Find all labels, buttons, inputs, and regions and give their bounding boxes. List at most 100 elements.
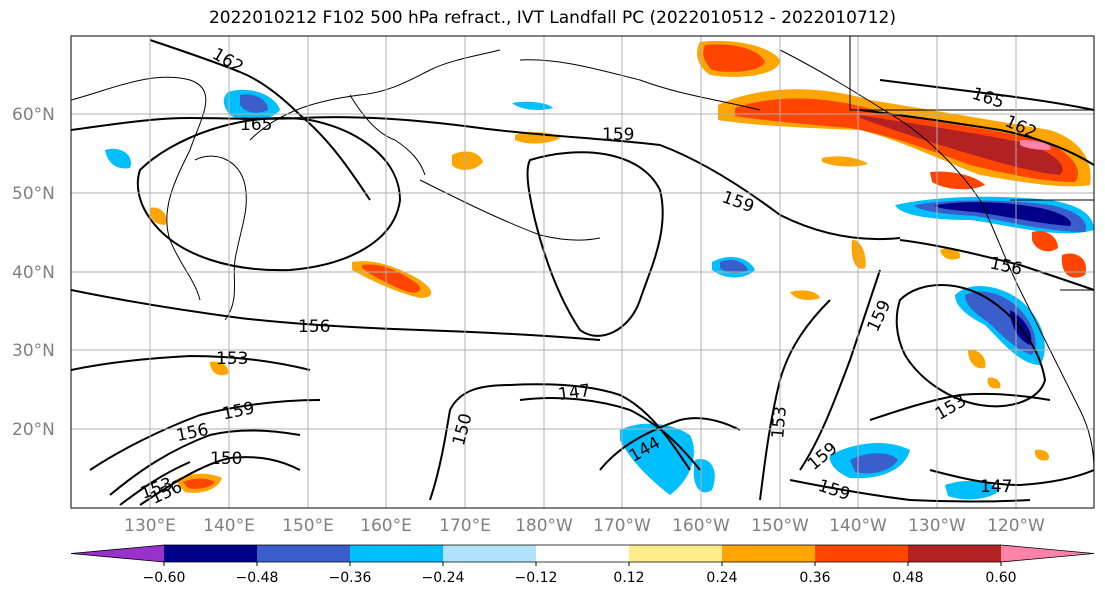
shade-patch — [940, 247, 961, 260]
lat-label: 50°N — [12, 184, 55, 204]
shade-patch — [851, 239, 866, 269]
contour-label: 165 — [240, 115, 272, 135]
map-border — [70, 35, 1095, 509]
colorbar-tick-label: −0.60 — [143, 570, 186, 586]
contour-162-ne — [859, 109, 1094, 166]
colorbar-tick-label: 0.24 — [706, 570, 737, 586]
contour-label: 153 — [216, 349, 248, 369]
shade-patch — [210, 361, 229, 376]
coastlines — [71, 36, 1094, 471]
shade-patch — [240, 94, 268, 113]
shade-patch — [512, 101, 553, 111]
colorbar-segment — [257, 545, 350, 562]
contour-159-north — [299, 116, 901, 241]
lon-label: 140°W — [829, 516, 887, 536]
lon-label: 150°W — [751, 516, 809, 536]
colorbar-tick-label: −0.12 — [515, 570, 558, 586]
shade-patch — [1032, 230, 1058, 252]
lon-label: 170°W — [593, 516, 651, 536]
colorbar-segment — [908, 545, 1001, 562]
colorbar-segment — [443, 545, 536, 562]
coastline — [419, 179, 601, 241]
contour-159-se — [789, 479, 1031, 503]
coastline — [249, 49, 501, 141]
contour-150-central — [429, 383, 691, 501]
lat-label: 30°N — [12, 341, 55, 361]
contour-159-east — [799, 269, 881, 471]
lon-label: 160°W — [672, 516, 730, 536]
colorbar-segment — [722, 545, 815, 562]
contour-label: 159 — [602, 125, 634, 145]
contour-156-east — [899, 239, 1094, 291]
contour-156-west — [109, 429, 301, 496]
lat-label: 60°N — [12, 105, 55, 125]
contour-label: 153 — [768, 405, 791, 439]
contour-153-se — [869, 392, 1051, 421]
shade-patch — [452, 151, 483, 170]
contour-156-mid — [71, 289, 601, 341]
shade-patch — [149, 207, 167, 225]
colorbar-segment — [71, 545, 164, 562]
contour-147-central — [519, 397, 701, 471]
gridlines — [71, 36, 1094, 508]
colorbar-segment — [1001, 545, 1094, 562]
lon-label: 120°W — [987, 516, 1045, 536]
shade-patch — [987, 377, 1001, 389]
shade-patch — [935, 202, 1071, 226]
contour-153-west — [71, 354, 311, 371]
lon-label: 130°W — [908, 516, 966, 536]
colorbar-segment — [164, 545, 257, 562]
lat-axis: 60°N 50°N 40°N 30°N 20°N — [12, 105, 55, 440]
shade-patch — [1034, 449, 1050, 461]
shade-patch — [735, 98, 1079, 182]
contour-label: 147 — [557, 381, 592, 405]
contour-label: 147 — [980, 477, 1012, 497]
shade-patch — [945, 480, 1000, 500]
lat-label: 40°N — [12, 263, 55, 283]
contour-lines — [71, 39, 1094, 506]
lon-label: 180°W — [515, 516, 573, 536]
shade-patch — [105, 148, 131, 169]
shade-patch — [1020, 140, 1051, 150]
colorbar-tick-label: 0.36 — [799, 570, 830, 586]
colorbar-tick-label: 0.48 — [892, 570, 923, 586]
contour-label: 150 — [210, 449, 242, 469]
colorbar-segment — [350, 545, 443, 562]
shade-patch — [965, 291, 1036, 355]
colorbar: −0.60 −0.48 −0.36 −0.24 −0.12 0.12 0.24 0.36 0.4… — [70, 544, 1095, 586]
shade-patch — [850, 453, 898, 474]
shade-patch — [183, 478, 215, 489]
shade-patch — [790, 290, 820, 300]
shade-patch — [720, 259, 748, 273]
colorbar-segment — [815, 545, 908, 562]
contour-150-west — [139, 456, 301, 506]
contour-closed-west — [136, 117, 402, 272]
shade-patch — [703, 44, 765, 72]
coastline — [849, 36, 1094, 111]
contour-159-west — [89, 399, 321, 471]
colorbar-segment — [536, 545, 629, 562]
lon-label: 140°E — [203, 516, 255, 536]
coastline — [349, 94, 426, 176]
shade-patch — [930, 171, 985, 190]
lon-label: 160°E — [360, 516, 412, 536]
contour-label: 156 — [298, 317, 330, 337]
coastline — [519, 59, 761, 111]
shade-patch — [362, 264, 421, 293]
coastline — [71, 76, 207, 301]
coastline — [779, 49, 1094, 471]
contour-165-ne — [879, 79, 1094, 111]
colorbar-tick-label: 0.12 — [613, 570, 644, 586]
contour-closed-se — [895, 284, 1047, 408]
lon-label: 150°E — [282, 516, 334, 536]
colorbar-segment — [629, 545, 722, 562]
colorbar-tick-label: 0.60 — [985, 570, 1016, 586]
contour-144 — [599, 417, 741, 471]
contour-153-sw — [119, 461, 191, 506]
contour-147-se — [929, 469, 1094, 487]
contour-closed-central — [526, 151, 664, 337]
colorbar-tick-label: −0.48 — [236, 570, 279, 586]
colorbar-tick-label: −0.36 — [329, 570, 372, 586]
plot-title: 2022010212 F102 500 hPa refract., IVT La… — [208, 8, 896, 28]
